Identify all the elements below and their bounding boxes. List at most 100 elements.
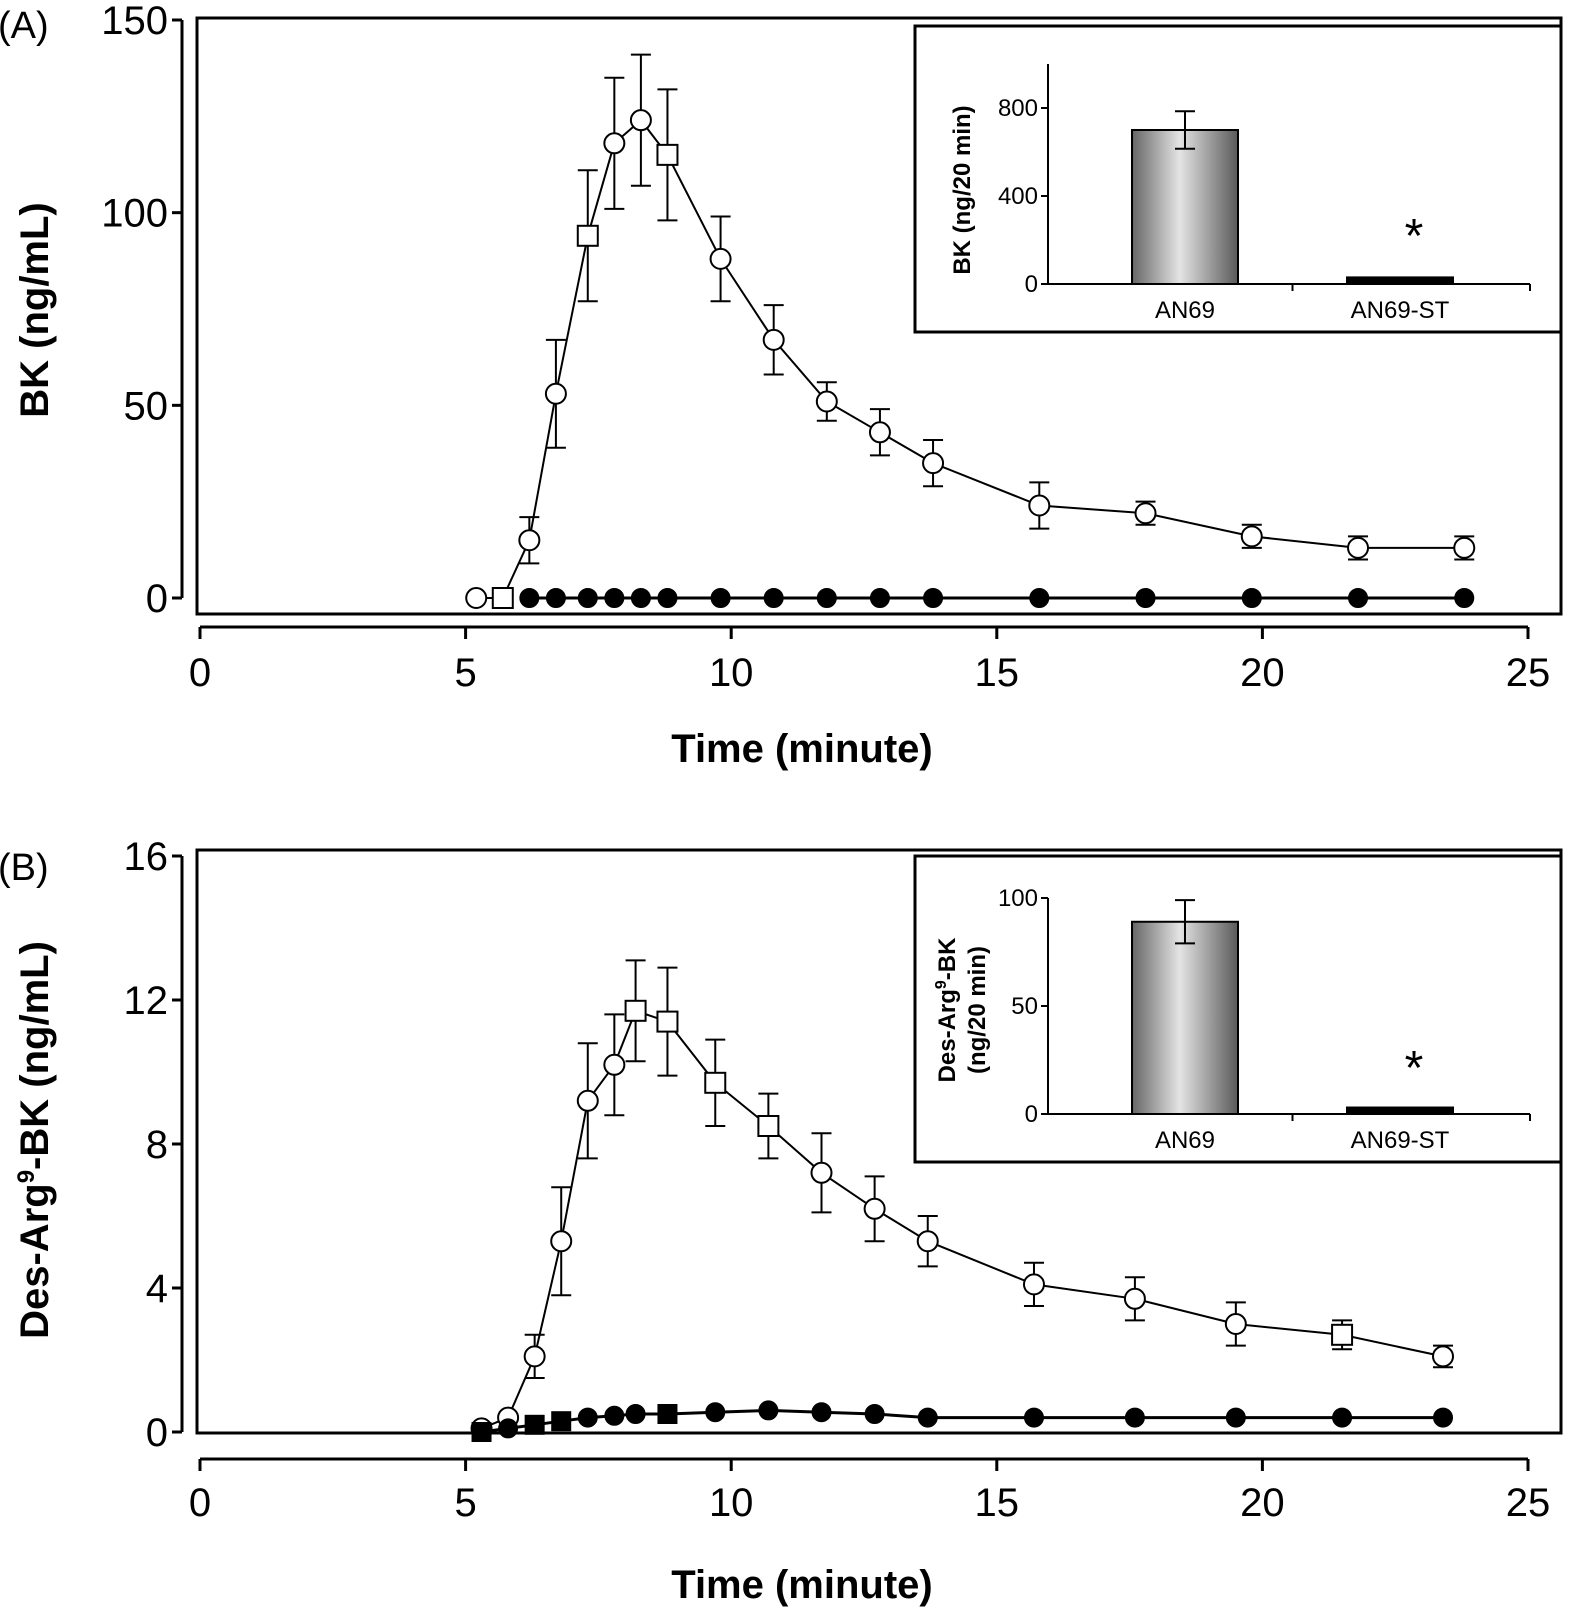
panel-a-x-axis: 0 5 10 15 20 25 — [189, 625, 1550, 695]
open-square-point — [1331, 1323, 1354, 1346]
open-circle-point — [603, 132, 626, 155]
inset-category-label: AN69-ST — [1351, 1127, 1450, 1154]
filled-circle-point — [763, 588, 784, 608]
open-square-point — [576, 224, 599, 247]
y-tick-label: 100 — [101, 192, 168, 236]
inset-category-label: AN69-ST — [1351, 297, 1450, 324]
filled-circle-point — [1433, 1407, 1454, 1428]
open-circle-point — [518, 529, 541, 552]
y-tick-label: 50 — [124, 384, 169, 428]
filled-square-point — [551, 1411, 572, 1432]
inset-y-tick-label: 800 — [998, 95, 1038, 122]
panel-a-inset-bars: AN69 AN69-ST — [1131, 110, 1454, 324]
filled-circle-point — [577, 1407, 598, 1428]
filled-circle-point — [630, 588, 651, 608]
panel-b-inset-y-sup: 9 — [933, 980, 950, 989]
panel-b-plot — [470, 959, 1455, 1442]
panel-b-inset: Des-Arg9-BK (ng/20 min) 0 50 100 AN69 AN69-… — [913, 854, 1563, 1164]
inset-bar-an69 — [1131, 920, 1239, 1116]
inset-bar-an69-st — [1346, 1106, 1454, 1116]
panel-b-inset-y-main: Des-Arg — [934, 989, 961, 1082]
panel-b-inset-bars: AN69 AN69-ST — [1131, 899, 1454, 1154]
open-circle-point — [603, 1053, 626, 1076]
open-circle-point — [629, 109, 652, 132]
x-tick-label: 5 — [454, 651, 476, 695]
filled-circle-point — [869, 588, 890, 608]
filled-circle-point — [625, 1404, 646, 1424]
open-circle-point — [1028, 494, 1051, 517]
filled-circle-point — [917, 1407, 938, 1428]
y-tick-label: 4 — [146, 1267, 168, 1311]
filled-circle-point — [519, 588, 540, 608]
panel-a-inset-significance: * — [1405, 210, 1424, 263]
panel-b-x-axis-title: Time (minute) — [671, 1563, 933, 1607]
open-circle-point — [465, 587, 488, 609]
filled-circle-point — [705, 1402, 726, 1423]
x-tick-label: 25 — [1506, 1481, 1551, 1525]
filled-circle-point — [604, 588, 625, 608]
panel-b-inset-y-title-line2: (ng/20 min) — [964, 946, 991, 1074]
filled-circle-point — [1348, 588, 1369, 608]
x-tick-label: 20 — [1240, 1481, 1285, 1525]
open-circle-point — [1134, 502, 1157, 525]
x-tick-label: 10 — [709, 1481, 754, 1525]
panel-b-y-axis-title: Des-Arg9-BK (ng/mL) — [13, 941, 57, 1339]
filled-circle-point — [604, 1405, 625, 1426]
open-circle-point — [1453, 536, 1476, 559]
filled-circle-point — [545, 588, 566, 608]
y-tick-label: 0 — [146, 577, 168, 621]
panel-b-y-axis: 0 4 8 12 16 — [124, 835, 184, 1455]
open-square-point — [757, 1115, 780, 1137]
open-square-point — [624, 999, 647, 1022]
filled-circle-point — [710, 588, 731, 608]
open-circle-point — [576, 1089, 599, 1112]
filled-circle-point — [1124, 1407, 1145, 1428]
open-circle-point — [1347, 536, 1370, 559]
inset-bar-an69-st — [1346, 276, 1454, 285]
panel-b-x-axis: 0 5 10 15 20 25 — [189, 1457, 1551, 1525]
inset-y-tick-label: 0 — [1025, 1101, 1038, 1128]
open-circle-point — [1224, 1313, 1247, 1335]
open-square-point — [656, 143, 679, 166]
open-circle-point — [1240, 525, 1263, 548]
y-tick-label: 0 — [146, 1411, 168, 1455]
panel-a: (A) 0 50 100 150 0 5 10 15 20 25 Time (minute) B… — [0, 0, 1563, 771]
open-circle-point — [863, 1197, 886, 1220]
x-tick-label: 15 — [975, 1481, 1020, 1525]
inset-y-tick-label: 400 — [998, 183, 1038, 210]
open-series-line — [476, 118, 1465, 599]
panel-b-label: (B) — [0, 847, 49, 889]
panel-a-inset-y-title: BK (ng/20 min) — [949, 105, 976, 274]
filled-circle-point — [1332, 1407, 1353, 1428]
y-tick-label: 12 — [124, 979, 169, 1023]
open-circle-point — [709, 247, 732, 270]
filled-circle-point — [1029, 588, 1050, 608]
panel-a-label: (A) — [0, 5, 49, 47]
filled-circle-point — [758, 1400, 779, 1421]
panel-a-y-axis: 0 50 100 150 — [101, 0, 184, 621]
panel-a-plot — [465, 53, 1476, 609]
panel-b-y-title-rest: -BK (ng/mL) — [13, 941, 57, 1170]
open-circle-point — [1432, 1345, 1455, 1368]
open-square-point — [704, 1071, 727, 1094]
open-circle-point — [523, 1345, 546, 1368]
inset-category-label: AN69 — [1155, 1127, 1215, 1154]
panel-b-y-title-main: Des-Arg — [13, 1183, 57, 1339]
filled-circle-point — [864, 1404, 885, 1424]
filled-circle-point — [1241, 588, 1262, 608]
panel-b: (B) 0 4 8 12 16 0 5 10 15 20 25 Time (minute) Des… — [0, 835, 1563, 1607]
x-tick-label: 10 — [709, 651, 754, 695]
open-circle-point — [1123, 1287, 1146, 1310]
filled-circle-point — [816, 588, 837, 608]
open-circle-point — [544, 382, 567, 405]
inset-category-label: AN69 — [1155, 297, 1215, 324]
panel-a-inset: BK (ng/20 min) 0 400 800 AN69 AN69-ST * — [913, 24, 1563, 334]
x-tick-label: 5 — [454, 1481, 476, 1525]
filled-circle-point — [1135, 588, 1156, 608]
y-tick-label: 16 — [124, 835, 169, 879]
open-circle-point — [922, 452, 945, 475]
open-circle-point — [916, 1230, 939, 1253]
filled-circle-point — [923, 588, 944, 608]
open-circle-point — [1022, 1273, 1045, 1296]
